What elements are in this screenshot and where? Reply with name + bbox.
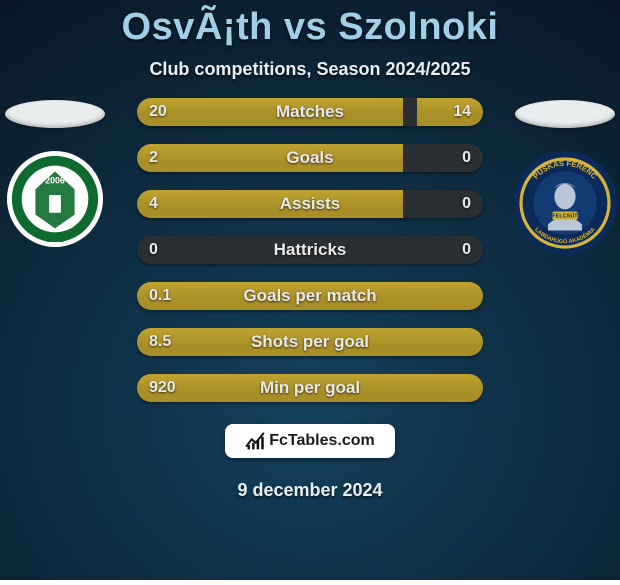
stat-value-right: 0 (450, 236, 483, 264)
stat-value-left: 20 (137, 98, 179, 126)
site-logo-text: FcTables.com (269, 432, 375, 450)
stat-row: Goals2 0 (137, 144, 483, 172)
stat-label: Matches (137, 98, 483, 126)
stat-value-left: 8.5 (137, 328, 183, 356)
comparison-chart: 2006 1952 FELCSÚT PUSKÁS FERENC LABDARÚG… (0, 98, 620, 402)
stat-value-left: 920 (137, 374, 188, 402)
svg-text:2006: 2006 (45, 175, 65, 185)
svg-text:1952: 1952 (46, 235, 64, 244)
page-title: OsvÃ¡th vs Szolnoki (122, 6, 499, 49)
stat-value-left: 4 (137, 190, 170, 218)
stat-label: Assists (137, 190, 483, 218)
stat-label: Min per goal (137, 374, 483, 402)
stat-value-left: 0.1 (137, 282, 183, 310)
title-player-left: OsvÃ¡th (122, 6, 273, 48)
stat-value-right: 14 (441, 98, 483, 126)
stat-label: Goals (137, 144, 483, 172)
stat-row: Min per goal920 (137, 374, 483, 402)
stat-label: Shots per goal (137, 328, 483, 356)
stat-label: Goals per match (137, 282, 483, 310)
right-player-ellipse (515, 100, 615, 128)
chart-icon (245, 431, 265, 451)
stat-row: Matches20 14 (137, 98, 483, 126)
title-vs: vs (273, 6, 338, 48)
right-club-crest: FELCSÚT PUSKÁS FERENC LABDARÚGÓ AKADÉMIA (512, 150, 618, 256)
left-side: 2006 1952 (0, 98, 110, 248)
svg-text:FELCSÚT: FELCSÚT (552, 212, 578, 219)
title-player-right: Szolnoki (338, 6, 498, 48)
stat-row: Assists4 0 (137, 190, 483, 218)
left-player-ellipse (5, 100, 105, 128)
stat-row: Shots per goal8.5 (137, 328, 483, 356)
stat-rows: Matches2014Goals20Assists40Hattricks00Go… (137, 98, 483, 402)
right-side: FELCSÚT PUSKÁS FERENC LABDARÚGÓ AKADÉMIA (510, 98, 620, 256)
stat-value-right: 0 (450, 144, 483, 172)
stat-value-right: 0 (450, 190, 483, 218)
stat-label: Hattricks (137, 236, 483, 264)
stat-row: Goals per match0.1 (137, 282, 483, 310)
site-logo[interactable]: FcTables.com (225, 424, 395, 458)
stat-value-left: 2 (137, 144, 170, 172)
stat-row: Hattricks0 0 (137, 236, 483, 264)
stat-value-left: 0 (137, 236, 170, 264)
subtitle: Club competitions, Season 2024/2025 (149, 59, 470, 80)
date-text: 9 december 2024 (237, 480, 382, 501)
left-club-crest: 2006 1952 (6, 150, 104, 248)
